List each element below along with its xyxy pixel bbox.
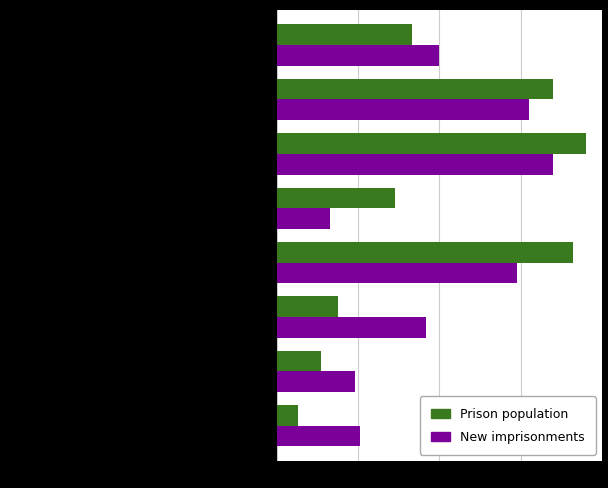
Bar: [277, 208, 330, 229]
Bar: [277, 371, 354, 392]
Bar: [277, 187, 395, 208]
Bar: [277, 263, 517, 284]
Bar: [277, 133, 586, 154]
Bar: [277, 79, 553, 100]
Bar: [277, 154, 553, 175]
Bar: [277, 296, 339, 317]
Bar: [277, 405, 298, 426]
Bar: [277, 242, 573, 263]
Bar: [277, 24, 412, 45]
Bar: [277, 100, 529, 120]
Bar: [277, 317, 426, 338]
Bar: [277, 45, 439, 66]
Legend: Prison population, New imprisonments: Prison population, New imprisonments: [420, 396, 596, 455]
Bar: [277, 351, 320, 371]
Bar: [277, 426, 359, 447]
